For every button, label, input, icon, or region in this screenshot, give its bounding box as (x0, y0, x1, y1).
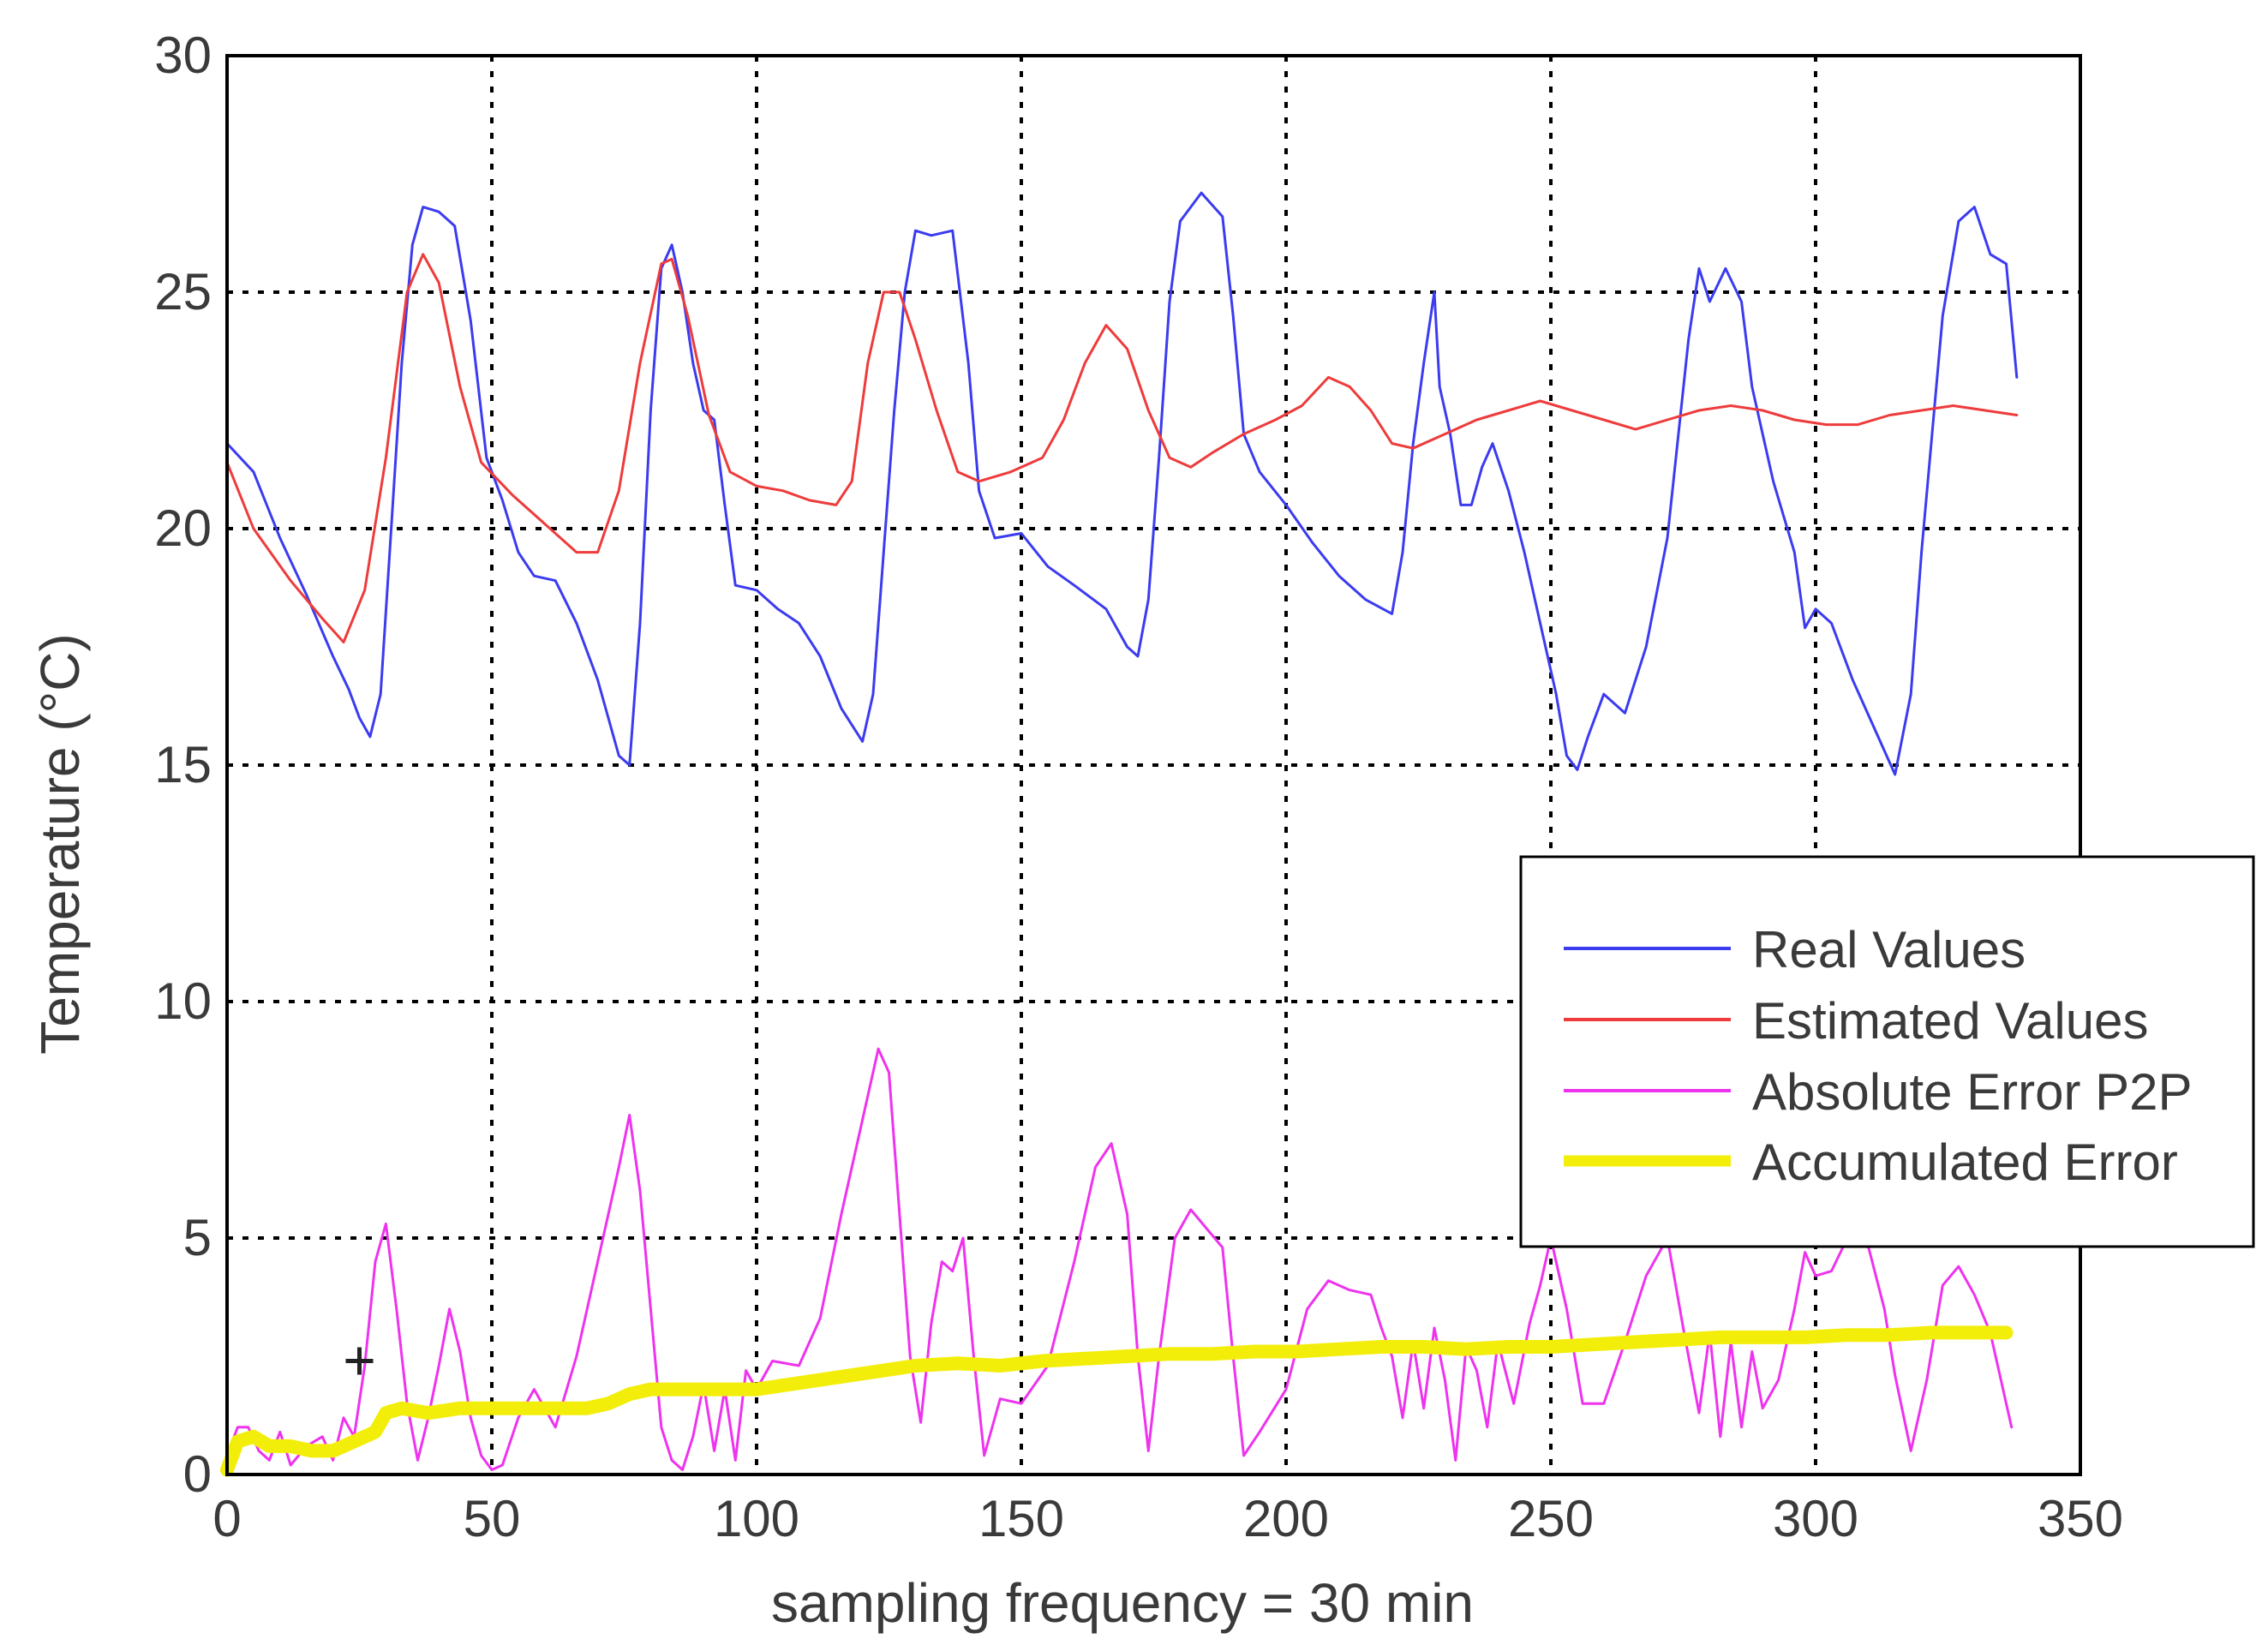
x-tick-label-350: 350 (2038, 1490, 2123, 1547)
legend-label-absolute-error: Absolute Error P2P (1752, 1063, 2193, 1121)
x-tick-label-200: 200 (1243, 1490, 1329, 1547)
y-tick-label-30: 30 (154, 27, 212, 84)
plot-frame (225, 54, 2082, 1476)
series-line-absolute-error-p2p (225, 1047, 2014, 1471)
y-tick-label-15: 15 (154, 736, 212, 793)
legend-label-estimated-values: Estimated Values (1752, 992, 2148, 1050)
legend-box (1519, 855, 2255, 1248)
y-axis-label: Temperature (°C) (29, 633, 91, 1055)
y-tick-label-0: 0 (183, 1445, 212, 1503)
x-tick-label-300: 300 (1773, 1490, 1858, 1547)
x-axis-label: sampling frequency = 30 min (771, 1572, 1474, 1634)
y-tick-label-20: 20 (154, 499, 212, 557)
y-tick-label-25: 25 (154, 263, 212, 320)
series-layer (220, 191, 2019, 1477)
legend-label-real-values: Real Values (1752, 921, 2026, 978)
tick-layer: 0 50 100 150 200 250 300 350 0 5 10 15 20 25 30 (154, 27, 2123, 1547)
grid-lines (227, 56, 2080, 1475)
series-line-real-values (225, 191, 2019, 776)
x-tick-label-50: 50 (464, 1490, 521, 1547)
annotation-layer (345, 1347, 374, 1375)
x-tick-label-150: 150 (978, 1490, 1064, 1547)
x-tick-label-100: 100 (714, 1490, 799, 1547)
legend: Real Values Estimated Values Absolute Er… (1519, 855, 2255, 1248)
series-line-accumulated-error (220, 1325, 2014, 1477)
legend-label-accumulated-error: Accumulated Error (1752, 1134, 2178, 1191)
x-tick-label-0: 0 (212, 1490, 241, 1547)
series-line-estimated-values (225, 253, 2019, 643)
y-tick-label-5: 5 (183, 1209, 212, 1266)
x-tick-label-250: 250 (1508, 1490, 1594, 1547)
y-tick-label-10: 10 (154, 972, 212, 1030)
